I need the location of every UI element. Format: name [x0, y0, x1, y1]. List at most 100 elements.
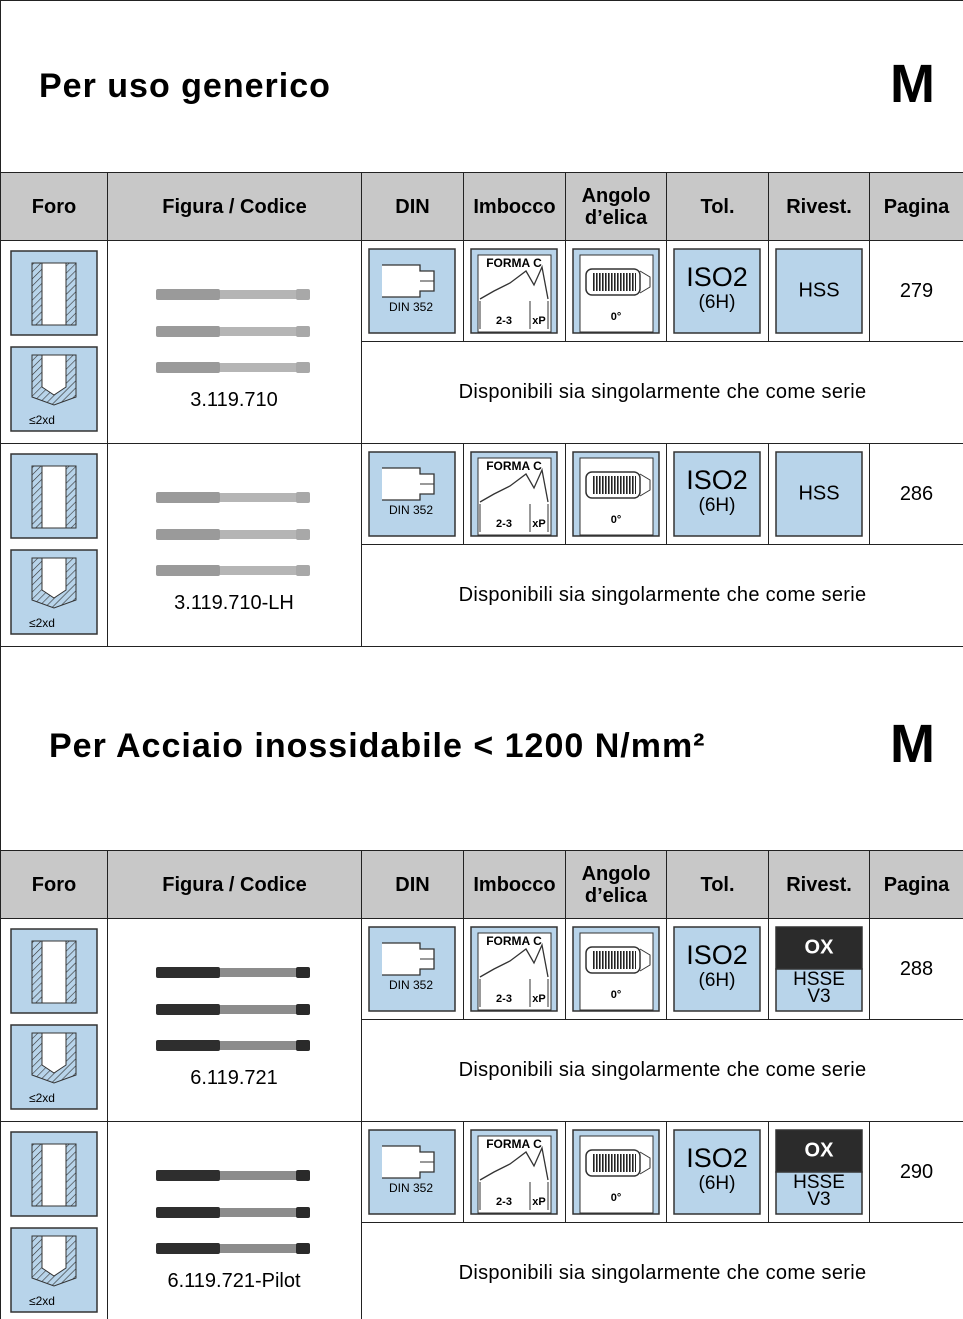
foro-cell: ≤2xd: [1, 1122, 108, 1319]
pagina-cell: 286: [870, 444, 963, 545]
icon-shape: [673, 1129, 761, 1215]
icon-shape: [592, 951, 636, 969]
icon: 0°: [572, 1129, 660, 1215]
icon-shape: [639, 473, 651, 497]
icon-shape: [156, 1004, 220, 1015]
icon-shape: [156, 1040, 220, 1051]
icon: ≤2xd: [10, 1227, 98, 1313]
icon-shape: [296, 1243, 310, 1254]
section-mark: M: [890, 54, 935, 114]
note-cell: Disponibili sia singolarmente che come s…: [362, 342, 963, 444]
imbocco-cell: FORMA C 2-3 xP: [464, 1122, 566, 1223]
icon-label: ≤2xd: [29, 616, 55, 630]
pagina-cell: 279: [870, 241, 963, 342]
icon-label: ISO2: [686, 1143, 748, 1173]
icon-shape: [673, 451, 761, 537]
icon-label: HSSE: [793, 1172, 845, 1193]
section-mark: M: [890, 714, 935, 774]
product-code: 6.119.721-Pilot: [167, 1270, 301, 1292]
icon-shape: [296, 1040, 310, 1051]
icon: ≤2xd: [10, 346, 98, 432]
icon: [156, 967, 310, 1051]
imbocco-cell: FORMA C 2-3 xP: [464, 919, 566, 1020]
icon-shape: [592, 273, 636, 291]
icon-label: xP: [532, 993, 545, 1005]
figura-cell: 6.119.721: [108, 919, 362, 1122]
icon-label: HSS: [798, 279, 839, 301]
icon-shape: [296, 326, 310, 337]
tol-cell: ISO2 (6H): [667, 919, 769, 1020]
icon: ISO2(6H): [673, 926, 761, 1012]
icon-shape: [673, 926, 761, 1012]
note-cell: Disponibili sia singolarmente che come s…: [362, 545, 963, 647]
note-cell: Disponibili sia singolarmente che come s…: [362, 1223, 963, 1319]
icon-shape: [156, 326, 220, 337]
pagina-cell: 288: [870, 919, 963, 1020]
icon-shape: [296, 362, 310, 373]
product-code: 3.119.710-LH: [174, 592, 294, 614]
icon-shape: [156, 289, 220, 300]
icon-shape: [220, 327, 298, 336]
icon-label: V3: [807, 986, 830, 1007]
icon: [10, 1131, 98, 1217]
icon: FORMA C 2-3 xP: [470, 451, 558, 537]
header-cell: Foro: [1, 173, 108, 241]
foro-cell: ≤2xd: [1, 241, 108, 444]
icon-shape: [296, 967, 310, 978]
icon-shape: [296, 1207, 310, 1218]
icon-shape: [775, 926, 863, 970]
foro-cell: ≤2xd: [1, 444, 108, 647]
icon: HSS: [775, 248, 863, 334]
header-cell: Pagina: [870, 173, 963, 241]
icon: [10, 928, 98, 1014]
header-cell: DIN: [362, 851, 464, 919]
rivest-cell: HSS: [769, 241, 870, 342]
icon-shape: [220, 968, 298, 977]
product-code: 6.119.721: [190, 1067, 278, 1089]
icon-shape: [592, 1154, 636, 1172]
section-title: Per uso generico: [39, 67, 331, 105]
icon: [156, 289, 310, 373]
icon-label: ≤2xd: [29, 1294, 55, 1308]
icon-shape: [41, 1235, 67, 1277]
icon-shape: [296, 289, 310, 300]
icon-shape: [220, 1041, 298, 1050]
din-cell: DIN 352: [362, 919, 464, 1020]
icon-label: 0°: [611, 514, 622, 526]
icon-label: HSSE: [793, 969, 845, 990]
icon-label: xP: [532, 1196, 545, 1208]
icon-label: DIN 352: [389, 1181, 433, 1195]
icon: DIN 352: [368, 451, 456, 537]
icon-shape: [156, 1207, 220, 1218]
product-code: 3.119.710: [190, 389, 278, 411]
icon-shape: [156, 1170, 220, 1181]
icon-shape: [296, 565, 310, 576]
icon-label: ≤2xd: [29, 1091, 55, 1105]
rivest-cell: OX HSSE V3: [769, 919, 870, 1020]
icon-label: 0°: [611, 311, 622, 323]
icon: ≤2xd: [10, 549, 98, 635]
icon-label: DIN 352: [389, 503, 433, 517]
icon: [10, 453, 98, 539]
icon-shape: [479, 942, 549, 978]
icon-shape: [639, 270, 651, 294]
icon-label: FORMA C: [486, 934, 542, 948]
icon-shape: [220, 1208, 298, 1217]
tol-cell: ISO2 (6H): [667, 444, 769, 545]
icon-label: xP: [532, 518, 545, 530]
pagina-cell: 290: [870, 1122, 963, 1223]
imbocco-cell: FORMA C 2-3 xP: [464, 241, 566, 342]
icon: [156, 492, 310, 576]
icon-shape: [220, 566, 298, 575]
header-cell: Pagina: [870, 851, 963, 919]
icon-label: 0°: [611, 989, 622, 1001]
icon: ISO2(6H): [673, 248, 761, 334]
icon-shape: [220, 1244, 298, 1253]
icon-shape: [220, 1005, 298, 1014]
icon-shape: [41, 557, 67, 599]
icon: 0°: [572, 248, 660, 334]
icon-label: DIN 352: [389, 978, 433, 992]
header-cell: Figura / Codice: [108, 851, 362, 919]
icon-shape: [296, 529, 310, 540]
